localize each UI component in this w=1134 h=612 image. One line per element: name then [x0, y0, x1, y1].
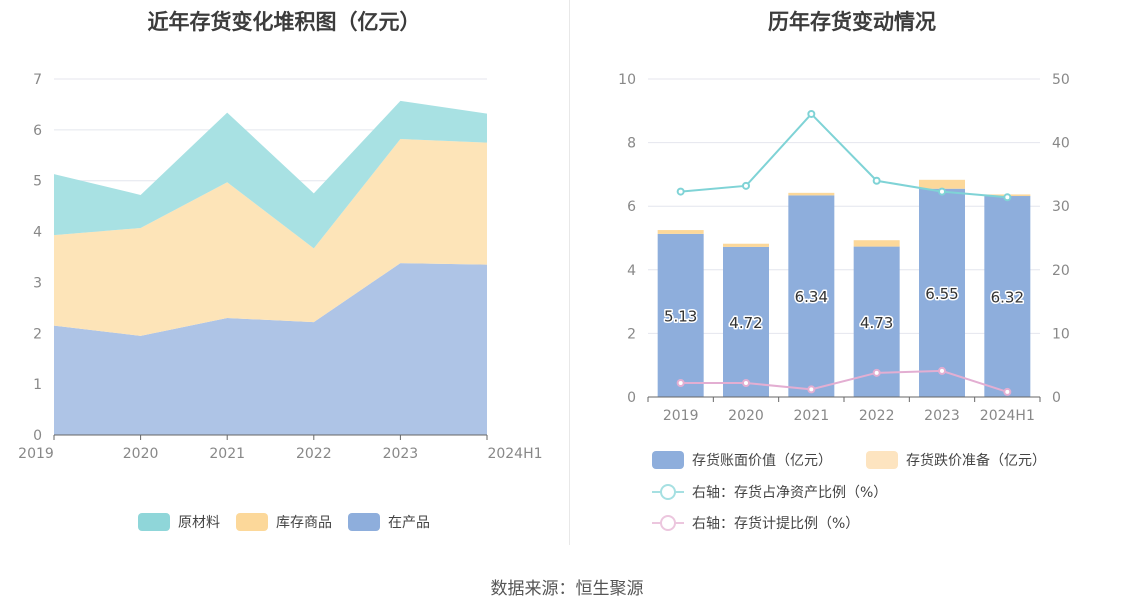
bar-data-label: 6.55: [925, 285, 958, 303]
legend-swatch: [652, 451, 684, 469]
bar-impairment: [853, 240, 900, 247]
area-原材料: [54, 100, 487, 249]
legend-item-库存商品[interactable]: 库存商品: [236, 512, 332, 532]
y-tick-label: 10: [618, 72, 636, 88]
line-series: [680, 112, 1008, 199]
legend-swatch: [866, 451, 898, 469]
bar-impairment: [657, 230, 704, 234]
line-point: [872, 368, 881, 377]
right-chart-panel: 历年存货变动情况 0 2 4 6 8 10 0 10 20 30 40 50 5.13 4.72 6.34 4…: [570, 0, 1134, 545]
y-tick-label: 7: [33, 72, 42, 88]
x-tick-label: 2024H1: [487, 446, 542, 462]
legend-label: 右轴：存货计提比例（%）: [692, 516, 860, 532]
y-tick-label: 3: [33, 275, 42, 291]
bar-book-value: [788, 195, 835, 397]
x-tick-label: 2020: [728, 408, 764, 424]
y-tick-label: 4: [627, 263, 636, 279]
x-tick-label: 2024H1: [980, 408, 1035, 424]
line-point: [807, 109, 816, 118]
bar-data-label: 5.13: [664, 307, 697, 325]
y-tick-label: 5: [33, 174, 42, 190]
y2-tick-label: 0: [1052, 390, 1061, 406]
y2-tick-label: 30: [1052, 199, 1070, 215]
line-point: [938, 366, 946, 375]
y2-tick-label: 40: [1052, 136, 1070, 152]
bar-data-label: 6.34: [795, 288, 828, 306]
left-chart-panel: 近年存货变化堆积图（亿元） 0 1 2 3 4 5 6 7 2019 2020 2021 2022 20…: [0, 0, 568, 545]
legend-swatch: [348, 513, 380, 531]
legend-label: 在产品: [388, 515, 430, 531]
legend-item-右轴：存货计提比例（%）[interactable]: 右轴：存货计提比例（%）: [652, 513, 859, 533]
line-point: [872, 176, 881, 185]
legend-label: 右轴：存货占净资产比例（%）: [692, 485, 888, 501]
line-point: [1003, 193, 1012, 202]
line-point: [676, 187, 685, 196]
y2-tick-label: 10: [1052, 326, 1070, 342]
bar-book-value: [657, 233, 704, 397]
panel-divider: [569, 0, 570, 545]
legend-swatch: [652, 483, 684, 501]
y-tick-label: 0: [627, 390, 636, 406]
y-tick-label: 6: [33, 123, 42, 139]
right-chart-title: 历年存货变动情况: [768, 10, 936, 34]
x-tick-label: 2021: [209, 446, 245, 462]
area-库存商品: [54, 139, 487, 336]
area-在产品: [54, 263, 487, 435]
x-tick-label: 2019: [663, 408, 699, 424]
bar-book-value: [723, 246, 769, 397]
line-point: [938, 187, 946, 196]
data-source-note: 数据来源：恒生聚源: [490, 579, 644, 599]
bar-impairment: [788, 192, 835, 196]
legend-swatch: [652, 514, 684, 532]
bar-line-combo-chart: 0 2 4 6 8 10 0 10 20 30 40 50 5.13 4.72 6.34 4.73 6.55 6.…: [618, 72, 1070, 424]
x-tick-label: 2021: [794, 408, 830, 424]
legend-swatch: [236, 513, 268, 531]
y2-tick-label: 20: [1052, 263, 1070, 279]
legend-item-在产品[interactable]: 在产品: [348, 512, 430, 532]
left-chart-title: 近年存货变化堆积图（亿元）: [147, 10, 421, 34]
legend-swatch: [138, 513, 170, 531]
line-point: [742, 379, 750, 388]
bar-data-label: 4.73: [860, 314, 893, 332]
bar-impairment: [723, 243, 769, 247]
bar-data-label: 4.72: [729, 314, 762, 332]
line-point: [1003, 387, 1012, 396]
bar-book-value: [984, 196, 1031, 397]
y-tick-label: 1: [33, 377, 42, 393]
bar-data-label: 6.32: [991, 289, 1024, 307]
left-chart-legend: 原材料 库存商品 在产品: [0, 512, 568, 532]
y-tick-label: 4: [33, 225, 42, 241]
x-tick-label: 2022: [296, 446, 332, 462]
line-point: [742, 181, 750, 190]
y-tick-label: 2: [33, 326, 42, 342]
y-tick-label: 0: [33, 428, 42, 444]
y-tick-label: 2: [627, 326, 636, 342]
x-tick-label: 2022: [859, 408, 895, 424]
legend-label: 存货账面价值（亿元）: [692, 453, 832, 469]
line-point: [807, 385, 816, 394]
line-series: [680, 369, 1008, 393]
x-tick-label: 2023: [924, 408, 960, 424]
legend-item-存货跌价准备（亿元）[interactable]: 存货跌价准备（亿元）: [866, 450, 1046, 470]
legend-item-原材料[interactable]: 原材料: [138, 512, 220, 532]
y-tick-label: 6: [627, 199, 636, 215]
line-point: [676, 379, 685, 388]
x-tick-label: 2023: [383, 446, 419, 462]
legend-label: 库存商品: [276, 515, 332, 531]
legend-item-存货账面价值（亿元）[interactable]: 存货账面价值（亿元）: [652, 450, 832, 470]
y2-tick-label: 50: [1052, 72, 1070, 88]
stacked-area-chart: 0 1 2 3 4 5 6 7 2019 2020 2021 2022 2023 2024H1: [18, 72, 542, 462]
x-tick-label: 2019: [18, 446, 54, 462]
legend-label: 原材料: [178, 515, 220, 531]
legend-item-右轴：存货占净资产比例（%）[interactable]: 右轴：存货占净资产比例（%）: [652, 482, 887, 502]
legend-label: 存货跌价准备（亿元）: [906, 453, 1046, 469]
y-tick-label: 8: [627, 136, 636, 152]
bar-impairment: [919, 179, 965, 189]
bar-book-value: [919, 188, 965, 397]
x-tick-label: 2020: [123, 446, 159, 462]
